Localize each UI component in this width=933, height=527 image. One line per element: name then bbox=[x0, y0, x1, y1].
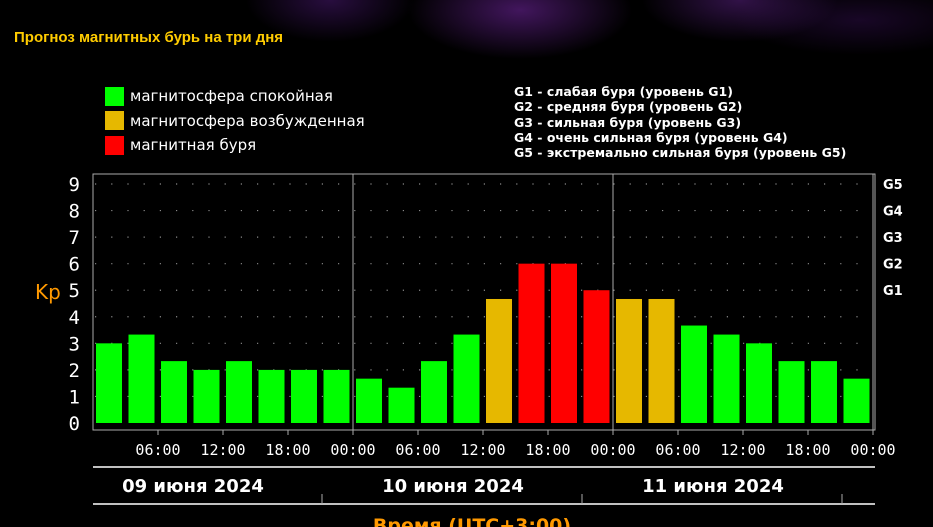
y-tick-label: 0 bbox=[69, 413, 80, 435]
g-level-label: G1 bbox=[883, 284, 903, 299]
x-axis-label: Время (UTC+3:00) bbox=[373, 515, 571, 527]
y-tick-label: 5 bbox=[69, 280, 80, 302]
kp-bar bbox=[713, 334, 740, 423]
kp-bar bbox=[518, 263, 545, 423]
day-label: 09 июня 2024 bbox=[122, 476, 264, 497]
kp-bar bbox=[258, 369, 285, 423]
kp-bar bbox=[486, 298, 512, 423]
kp-bar bbox=[96, 343, 122, 423]
kp-bar bbox=[583, 290, 610, 423]
page-title: Прогноз магнитных бурь на три дня bbox=[14, 29, 284, 46]
legend-swatch-quiet bbox=[105, 86, 124, 106]
storm-level-legend: G1 - слабая буря (уровень G1) G2 - средн… bbox=[514, 84, 846, 160]
kp-bar bbox=[681, 325, 707, 423]
legend: магнитосфера спокойная магнитосфера возб… bbox=[105, 84, 365, 158]
x-tick-label: 00:00 bbox=[590, 441, 635, 459]
legend-item-active: магнитосфера возбужденная bbox=[105, 109, 365, 134]
kp-bar bbox=[161, 361, 187, 423]
legend-item-quiet: магнитосфера спокойная bbox=[105, 84, 365, 109]
x-tick-label: 06:00 bbox=[395, 441, 440, 459]
x-tick-label: 12:00 bbox=[720, 441, 765, 459]
x-tick-label: 18:00 bbox=[525, 441, 570, 459]
kp-bar bbox=[843, 378, 870, 423]
storm-level-g4: G4 - очень сильная буря (уровень G4) bbox=[514, 129, 788, 145]
x-tick-label: 00:00 bbox=[330, 441, 375, 459]
kp-bar bbox=[453, 334, 480, 423]
y-tick-label: 9 bbox=[69, 174, 80, 196]
kp-bar bbox=[746, 343, 772, 423]
kp-bar bbox=[193, 369, 220, 423]
kp-bar bbox=[226, 361, 252, 423]
plot-frame bbox=[92, 173, 876, 431]
storm-level-g1: G1 - слабая буря (уровень G1) bbox=[514, 84, 733, 99]
legend-swatch-storm bbox=[105, 135, 124, 155]
x-tick-label: 00:00 bbox=[850, 441, 895, 459]
g-level-label: G5 bbox=[883, 178, 903, 193]
legend-label: магнитосфера спокойная bbox=[130, 87, 333, 106]
x-tick-label: 06:00 bbox=[135, 441, 180, 459]
storm-level-g3: G3 - сильная буря (уровень G3) bbox=[514, 114, 742, 130]
y-tick-label: 4 bbox=[69, 307, 80, 329]
x-tick-label: 12:00 bbox=[460, 441, 505, 459]
kp-bar bbox=[291, 369, 317, 423]
kp-bar bbox=[551, 263, 577, 423]
kp-bar bbox=[811, 361, 837, 423]
y-tick-label: 7 bbox=[69, 227, 80, 249]
x-tick-label: 18:00 bbox=[785, 441, 830, 459]
kp-bar bbox=[421, 361, 447, 423]
kp-bar bbox=[323, 369, 350, 423]
y-axis-label: Kp bbox=[35, 280, 61, 304]
kp-bar bbox=[356, 378, 382, 423]
day-label: 11 июня 2024 bbox=[642, 476, 784, 497]
g-level-label: G3 bbox=[883, 231, 903, 246]
storm-level-g2: G2 - средняя буря (уровень G2) bbox=[514, 99, 743, 115]
x-tick-label: 18:00 bbox=[265, 441, 310, 459]
storm-level-g5: G5 - экстремально сильная буря (уровень … bbox=[514, 145, 847, 161]
y-tick-label: 8 bbox=[69, 201, 80, 223]
g-level-label: G4 bbox=[883, 205, 903, 220]
legend-label: магнитосфера возбужденная bbox=[130, 111, 365, 130]
kp-bar bbox=[128, 334, 155, 423]
legend-label: магнитная буря bbox=[130, 136, 257, 155]
kp-bar bbox=[648, 298, 675, 423]
kp-bar bbox=[388, 387, 415, 423]
kp-bar bbox=[778, 361, 805, 423]
y-tick-label: 6 bbox=[69, 254, 80, 276]
y-tick-label: 1 bbox=[69, 386, 80, 408]
kp-bar bbox=[616, 298, 642, 423]
legend-item-storm: магнитная буря bbox=[105, 133, 365, 158]
y-tick-label: 3 bbox=[69, 333, 80, 355]
legend-swatch-active bbox=[105, 111, 124, 131]
y-tick-label: 2 bbox=[69, 360, 80, 382]
day-label: 10 июня 2024 bbox=[382, 476, 524, 497]
g-level-label: G2 bbox=[883, 258, 903, 273]
x-tick-label: 12:00 bbox=[200, 441, 245, 459]
x-tick-label: 06:00 bbox=[655, 441, 700, 459]
